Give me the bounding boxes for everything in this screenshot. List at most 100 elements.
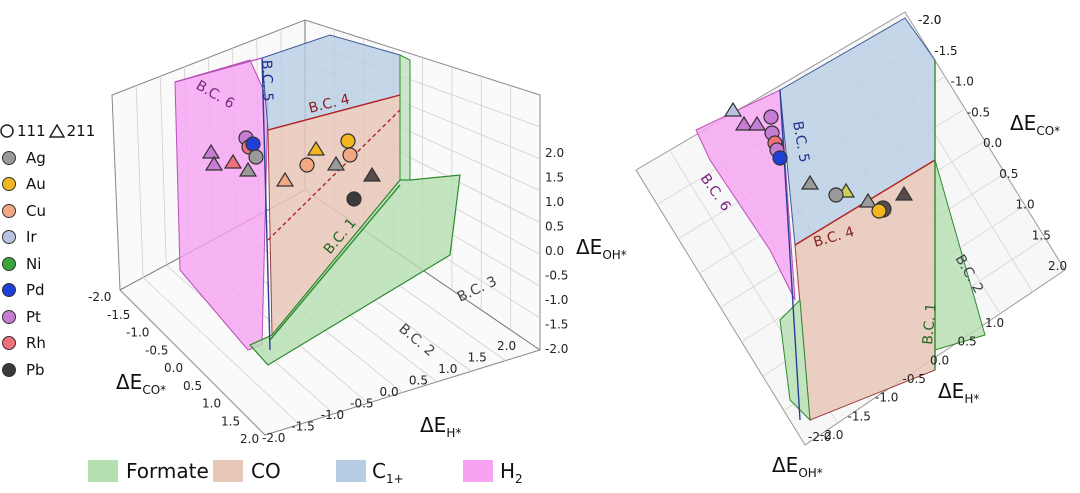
marker-circ-pt-r1	[763, 109, 779, 125]
legend-label: Pb	[26, 360, 45, 379]
right-co-ticks: -2.0 -1.5 -1.0 -0.5 0.0 0.5 1.0 1.5 2.0	[918, 13, 1067, 273]
legend-item-rh: Rh	[0, 330, 112, 357]
right-plot: B.C. 6 B.C. 5 B.C. 4 B.C. 1 B.C. 2 -2.0-…	[635, 11, 1067, 480]
legend-label: Ag	[26, 148, 46, 167]
legend-label: Au	[26, 175, 46, 194]
left-co-axis-title: ΔECO*	[116, 370, 166, 397]
formate-swatch	[88, 460, 118, 482]
left-h-ticks: -2.0 -1.5 -1.0 -0.5 0.0 0.5 1.0 1.5 2.0	[262, 339, 516, 445]
left-h-tick-label: 1.5	[468, 351, 487, 365]
right-bc1-label: B.C. 1	[920, 302, 940, 345]
c1-legend-label: C1+	[372, 459, 404, 486]
right-h-tick-label: -1.0	[875, 391, 898, 405]
left-h-tick-label: 2.0	[497, 339, 516, 353]
right-h-tick-label: -2.0	[820, 428, 843, 442]
marker-tri-pt-l1	[201, 143, 221, 159]
left-oh-axis-title: ΔEOH*	[576, 235, 627, 262]
right-co-tick-label: 0.0	[983, 136, 1002, 150]
triangle-symbol-icon	[48, 124, 65, 138]
left-co-tick-label: -0.5	[145, 343, 168, 357]
legend-label: Ir	[26, 228, 37, 247]
left-oh-tick-label: -1.0	[545, 293, 568, 307]
marker-tri-pt-r2	[747, 115, 767, 131]
right-co-tick-label: -1.0	[951, 75, 974, 89]
right-h-tick-label: -0.5	[903, 372, 926, 386]
facet-header: 111 211	[0, 118, 112, 145]
legend-swatch	[2, 177, 16, 192]
legend-item-pt: Pt	[0, 304, 112, 331]
left-oh-tick-label: -0.5	[545, 269, 568, 283]
marker-tri-ag-l2	[326, 155, 346, 171]
h2-swatch	[463, 460, 493, 482]
left-gridline	[135, 85, 144, 278]
right-h-tick-label: 0.5	[958, 335, 977, 349]
left-co-tick-label: 0.5	[183, 379, 202, 393]
marker-tri-ir-r	[723, 101, 743, 117]
right-oh-top-tick-label: -2.0	[918, 13, 941, 27]
left-h-tick-label: -2.0	[262, 431, 285, 445]
left-gridline	[142, 277, 300, 425]
marker-circ-pd-l	[245, 136, 261, 152]
left-co-tick-label: -1.5	[107, 308, 130, 322]
right-co-tick-label: 0.5	[999, 167, 1018, 181]
left-oh-tick-label: -2.0	[545, 342, 568, 356]
legend-item-pd: Pd	[0, 277, 112, 304]
h2-legend-label: H2	[500, 459, 523, 486]
right-h-tick-label: 0.0	[930, 353, 949, 367]
legend-swatch	[2, 203, 16, 218]
metal-legend: 111 211 Ag Au Cu Ir Ni Pd Pt Rh Pb	[0, 118, 112, 383]
marker-circ-ag-r	[828, 187, 844, 203]
legend-swatch	[2, 362, 16, 377]
legend-item-ir: Ir	[0, 224, 112, 251]
left-bc5-label: B.C. 5	[258, 60, 275, 102]
c1-swatch	[336, 460, 366, 482]
right-co-tick-label: 1.0	[1016, 198, 1035, 212]
left-h-tick-label: 0.5	[409, 374, 428, 388]
facet-circle-label: 111	[17, 122, 46, 141]
left-oh-tick-label: -1.5	[545, 318, 568, 332]
right-co-tick-label: -0.5	[967, 105, 990, 119]
right-h-ticks: 1.0 0.5 0.0 -0.5 -1.0 -1.5 -2.0	[820, 316, 1004, 442]
right-co-tick-label: -1.5	[934, 44, 957, 58]
left-co-tick-label: 1.5	[221, 414, 240, 428]
left-boundaries	[174, 57, 401, 351]
left-gridline	[159, 76, 167, 266]
marker-tri-cu-l	[275, 171, 295, 187]
right-co-tick-label: 1.5	[1032, 228, 1051, 242]
legend-swatch	[2, 336, 16, 351]
legend-item-ag: Ag	[0, 145, 112, 172]
marker-circ-au-l	[340, 133, 356, 149]
marker-tri-cu-r	[858, 192, 878, 208]
legend-item-ni: Ni	[0, 251, 112, 278]
legend-swatch	[2, 283, 16, 298]
right-co-tick-label: -2.0	[918, 13, 941, 27]
marker-tri-au-l	[306, 140, 326, 156]
right-oh-axis-title: ΔEOH*	[772, 453, 823, 480]
region-legend: Formate CO C1+ H2	[88, 455, 648, 489]
right-co-tick-label: 2.0	[1048, 259, 1067, 273]
marker-tri-pt-r1	[734, 115, 754, 131]
right-h-tick-label: -1.5	[848, 409, 871, 423]
left-co-tick-label: 0.0	[164, 361, 183, 375]
legend-label: Pd	[26, 281, 45, 300]
legend-label: Ni	[26, 254, 42, 273]
left-plot: B.C. 6 B.C. 5 B.C. 4 B.C. 1 B.C. 3 B.C. …	[88, 19, 627, 446]
left-oh-ticks: 2.0 1.5 1.0 0.5 0.0 -0.5 -1.0 -1.5 -2.0	[545, 146, 568, 356]
left-h-tick-label: 1.0	[438, 362, 457, 376]
legend-item-pb: Pb	[0, 357, 112, 384]
left-oh-tick-label: 0.0	[545, 244, 564, 258]
left-h-tick-label: -0.5	[350, 397, 373, 411]
marker-tri-pb-l	[362, 166, 382, 182]
left-h-tick-label: -1.5	[291, 420, 314, 434]
marker-circ-au-r	[871, 203, 887, 219]
legend-item-au: Au	[0, 171, 112, 198]
right-oh-ticks: -2.0 -2.0	[808, 13, 941, 444]
left-markers	[201, 130, 382, 207]
right-markers	[723, 101, 914, 219]
right-h-tick-label: 1.0	[985, 316, 1004, 330]
legend-label: Rh	[26, 334, 46, 353]
left-oh-tick-label: 1.5	[545, 171, 564, 185]
legend-swatch	[2, 230, 16, 245]
region-formate-left-2	[399, 54, 411, 181]
